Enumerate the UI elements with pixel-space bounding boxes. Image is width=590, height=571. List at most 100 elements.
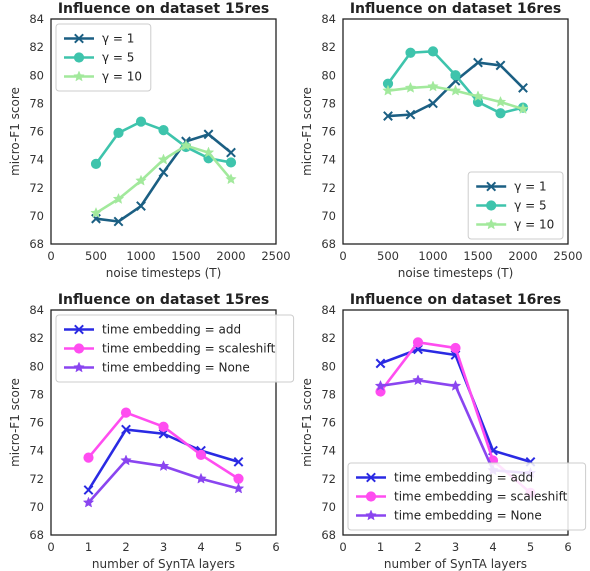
data-point <box>225 157 237 168</box>
data-point <box>404 81 417 93</box>
data-point <box>405 109 416 120</box>
y-tick-label: 76 <box>29 416 44 430</box>
y-tick-label: 74 <box>321 444 336 458</box>
legend-label: time embedding = None <box>102 361 250 375</box>
data-point <box>375 358 386 369</box>
series-3 <box>82 454 245 508</box>
y-tick-label: 68 <box>29 528 44 542</box>
legend-marker <box>486 181 497 192</box>
data-point <box>82 496 95 508</box>
chart-panel-4: Influence on dataset 16res 0 1 2 3 4 5 6 68 70 72 7… <box>300 292 587 571</box>
y-tick-label: 68 <box>321 237 336 251</box>
series-3 <box>90 139 237 218</box>
y-tick-label: 80 <box>321 68 336 82</box>
data-point <box>195 472 207 484</box>
legend-label: γ = 5 <box>514 199 546 213</box>
series-2 <box>83 407 244 484</box>
legend-marker <box>73 343 85 354</box>
x-tick-label: 1500 <box>463 249 492 263</box>
x-tick-label: 0 <box>47 540 54 554</box>
data-point <box>195 449 207 460</box>
data-point <box>383 111 393 121</box>
y-tick-label: 70 <box>29 500 44 514</box>
data-point <box>449 84 462 96</box>
y-tick-label: 72 <box>29 181 44 195</box>
legend-label: time embedding = add <box>394 471 533 485</box>
data-point <box>495 108 506 119</box>
data-point <box>157 153 170 165</box>
legend-marker <box>73 70 85 82</box>
legend-marker <box>486 200 497 211</box>
data-point <box>494 95 507 107</box>
legend-box <box>55 314 295 383</box>
y-tick-label: 78 <box>29 387 44 401</box>
y-tick-label: 82 <box>29 331 44 345</box>
y-tick-label: 84 <box>29 303 44 317</box>
y-tick-label: 78 <box>321 387 336 401</box>
data-point <box>450 342 461 354</box>
chart-title: Influence on dataset 15res <box>58 1 269 17</box>
data-point <box>202 146 215 158</box>
legend-label: γ = 10 <box>102 70 142 84</box>
data-point <box>427 80 439 92</box>
data-point <box>374 379 387 391</box>
x-tick-label: 500 <box>377 249 399 263</box>
chart-panel-3: Influence on dataset 15res 0 1 2 3 4 5 6 68 70 72 7… <box>8 292 295 571</box>
data-point <box>158 124 169 136</box>
legend-marker <box>365 491 377 502</box>
y-tick-label: 74 <box>29 444 44 458</box>
x-axis-label: noise timesteps (T) <box>398 266 514 280</box>
data-point <box>449 379 462 391</box>
data-point <box>158 421 169 432</box>
legend-marker <box>73 52 85 63</box>
x-tick-label: 2 <box>414 540 421 554</box>
data-point <box>233 456 244 467</box>
legend-marker <box>74 324 84 335</box>
x-tick-label: 6 <box>564 540 571 554</box>
y-tick-label: 76 <box>29 125 44 139</box>
y-tick-label: 74 <box>321 153 336 167</box>
legend-label: γ = 1 <box>514 180 546 194</box>
y-tick-label: 68 <box>321 528 336 542</box>
y-tick-label: 70 <box>321 500 336 514</box>
x-tick-label: 3 <box>160 540 167 554</box>
legend-marker <box>485 218 497 230</box>
x-tick-label: 0 <box>339 249 346 263</box>
y-axis-label: micro-F1 score <box>300 378 314 467</box>
x-tick-label: 5 <box>527 540 534 554</box>
x-tick-label: 2 <box>122 540 129 554</box>
legend-marker <box>73 361 85 373</box>
y-tick-label: 68 <box>29 237 44 251</box>
data-point <box>225 173 237 185</box>
series-1 <box>383 57 528 121</box>
data-point <box>518 82 528 93</box>
x-tick-label: 5 <box>235 540 242 554</box>
chart-title: Influence on dataset 15res <box>58 292 269 308</box>
x-tick-label: 1000 <box>126 249 155 263</box>
x-axis-label: number of SynTA layers <box>92 557 235 571</box>
chart-panel-1: Influence on dataset 15res 0 500 1000 1500 20… <box>8 1 291 280</box>
y-tick-label: 80 <box>29 68 44 82</box>
x-tick-label: 4 <box>489 540 496 554</box>
y-tick-label: 84 <box>321 303 336 317</box>
legend: γ = 1 γ = 5 γ = 10 <box>467 171 564 240</box>
x-tick-label: 3 <box>452 540 459 554</box>
data-point <box>428 98 438 109</box>
y-tick-label: 76 <box>321 416 336 430</box>
data-point <box>112 192 125 204</box>
y-tick-label: 74 <box>29 153 44 167</box>
data-point <box>517 102 529 114</box>
chart-title: Influence on dataset 16res <box>350 292 561 308</box>
y-axis-label: micro-F1 score <box>8 378 22 467</box>
data-point <box>427 46 439 57</box>
data-point <box>90 158 102 169</box>
data-point <box>120 454 132 466</box>
x-tick-label: 4 <box>197 540 204 554</box>
data-point <box>232 482 245 494</box>
data-point <box>472 90 484 102</box>
y-tick-label: 84 <box>321 12 336 26</box>
y-tick-label: 70 <box>321 209 336 223</box>
data-point <box>135 174 147 186</box>
y-tick-label: 80 <box>321 359 336 373</box>
y-tick-label: 82 <box>321 40 336 54</box>
